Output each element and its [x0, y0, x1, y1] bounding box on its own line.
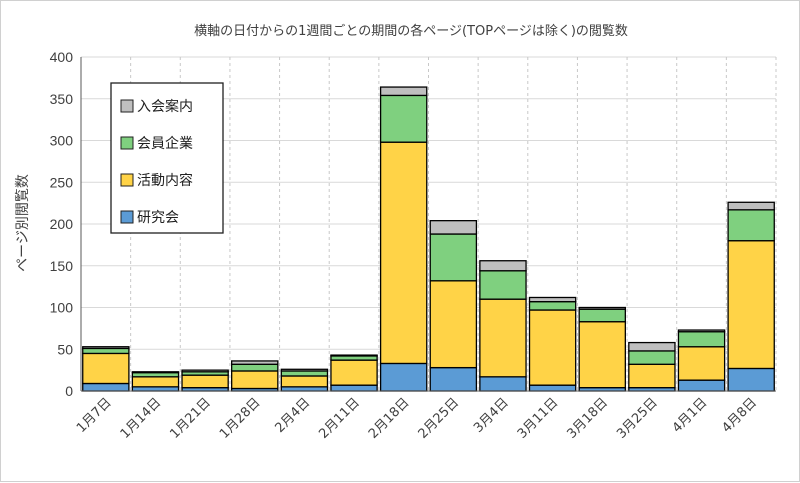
bar-segment: [677, 379, 726, 392]
bar-segment: [578, 308, 626, 323]
x-tick-label: 3月25日: [614, 395, 661, 442]
y-axis-label: ページ別閲覧数: [14, 174, 31, 272]
bar-segment: [479, 376, 527, 392]
x-tick-label: 2月18日: [366, 395, 413, 442]
x-tick-label: 3月11日: [515, 395, 562, 442]
bar-segment: [528, 296, 577, 303]
bar-segment: [628, 350, 676, 365]
chart-title: 横軸の日付からの1週間ごとの期間の各ページ(TOPページは除く)の閲覧数: [194, 23, 628, 39]
bar-segment: [528, 384, 577, 392]
x-tick-label: 3月4日: [471, 395, 512, 436]
bar-segment: [479, 270, 527, 300]
bar-segment: [330, 359, 378, 386]
x-tick-label: 4月8日: [719, 395, 760, 436]
y-tick-label: 350: [50, 91, 74, 107]
bar-segment: [231, 363, 279, 372]
bar-segment: [131, 371, 180, 374]
bar-segment: [429, 280, 478, 369]
bar-segment: [330, 354, 378, 357]
bar-segment: [379, 141, 428, 365]
legend-label: 活動内容: [137, 172, 193, 189]
x-tick-label: 2月4日: [273, 395, 314, 436]
bar-segment: [181, 369, 229, 373]
bar-segment: [280, 368, 329, 372]
bar-segment: [379, 362, 428, 392]
y-tick-label: 100: [50, 300, 74, 316]
bar-segment: [727, 201, 775, 211]
y-tick-label: 300: [50, 133, 74, 149]
bar-segment: [479, 260, 527, 272]
bar-segment: [429, 366, 478, 392]
x-tick-label: 1月14日: [118, 395, 165, 442]
legend-label: 研究会: [137, 210, 179, 226]
y-tick-label: 50: [57, 341, 73, 357]
y-tick-label: 0: [65, 383, 73, 399]
bar-segment: [82, 352, 130, 385]
axes: [80, 57, 776, 392]
y-tick-label: 200: [50, 216, 74, 232]
y-tick-label: 400: [50, 49, 74, 65]
bar-segment: [82, 382, 130, 392]
bar-segment: [131, 376, 180, 388]
legend-swatch: [120, 210, 134, 224]
x-tick-label: 1月28日: [217, 395, 264, 442]
bar-segment: [82, 346, 130, 350]
x-tick-labels: 1月7日 1月14日 1月21日 1月28日 2月4日 2月11日 2月18日 2月25日 3月…: [74, 395, 760, 442]
legend-swatch: [120, 136, 134, 150]
bar-segment: [379, 86, 428, 97]
x-tick-label: 2月11日: [316, 395, 363, 442]
y-tick-labels: 0 50 100 150 200 250 300 350 400: [50, 49, 74, 399]
bar-segment: [727, 240, 775, 370]
bar-segment: [677, 331, 726, 348]
bar-segment: [677, 329, 726, 333]
x-tick-label: 3月18日: [565, 395, 612, 442]
x-tick-label: 1月7日: [74, 395, 115, 436]
x-tick-label: 2月25日: [416, 395, 463, 442]
bar-segment: [628, 363, 676, 389]
y-tick-label: 250: [50, 174, 74, 190]
bar-segment: [528, 309, 577, 386]
bar-segment: [280, 370, 329, 377]
bar-segment: [429, 220, 478, 235]
bar-segment: [578, 321, 626, 389]
bar-segment: [181, 374, 229, 389]
bar-segment: [677, 346, 726, 381]
bar-segment: [280, 375, 329, 388]
bar-segment: [628, 341, 676, 352]
bar-segment: [429, 233, 478, 282]
x-tick-label: 1月21日: [167, 395, 214, 442]
bar-segment: [330, 384, 378, 392]
bar-segment: [379, 94, 428, 143]
legend-label: 入会案内: [137, 98, 193, 115]
bar-segment: [727, 209, 775, 242]
bar-segment: [231, 360, 279, 365]
bar-segment: [82, 347, 130, 355]
bar-segment: [528, 301, 577, 311]
legend-swatch: [120, 173, 134, 187]
y-tick-label: 150: [50, 258, 74, 274]
bar-segment: [578, 306, 626, 310]
x-tick-label: 4月1日: [670, 395, 711, 436]
bar-segment: [479, 298, 527, 378]
legend-swatch: [120, 99, 134, 113]
bar-segment: [231, 370, 279, 390]
legend-label: 会員企業: [137, 135, 193, 152]
bars: [82, 86, 775, 392]
bar-segment: [727, 367, 775, 392]
